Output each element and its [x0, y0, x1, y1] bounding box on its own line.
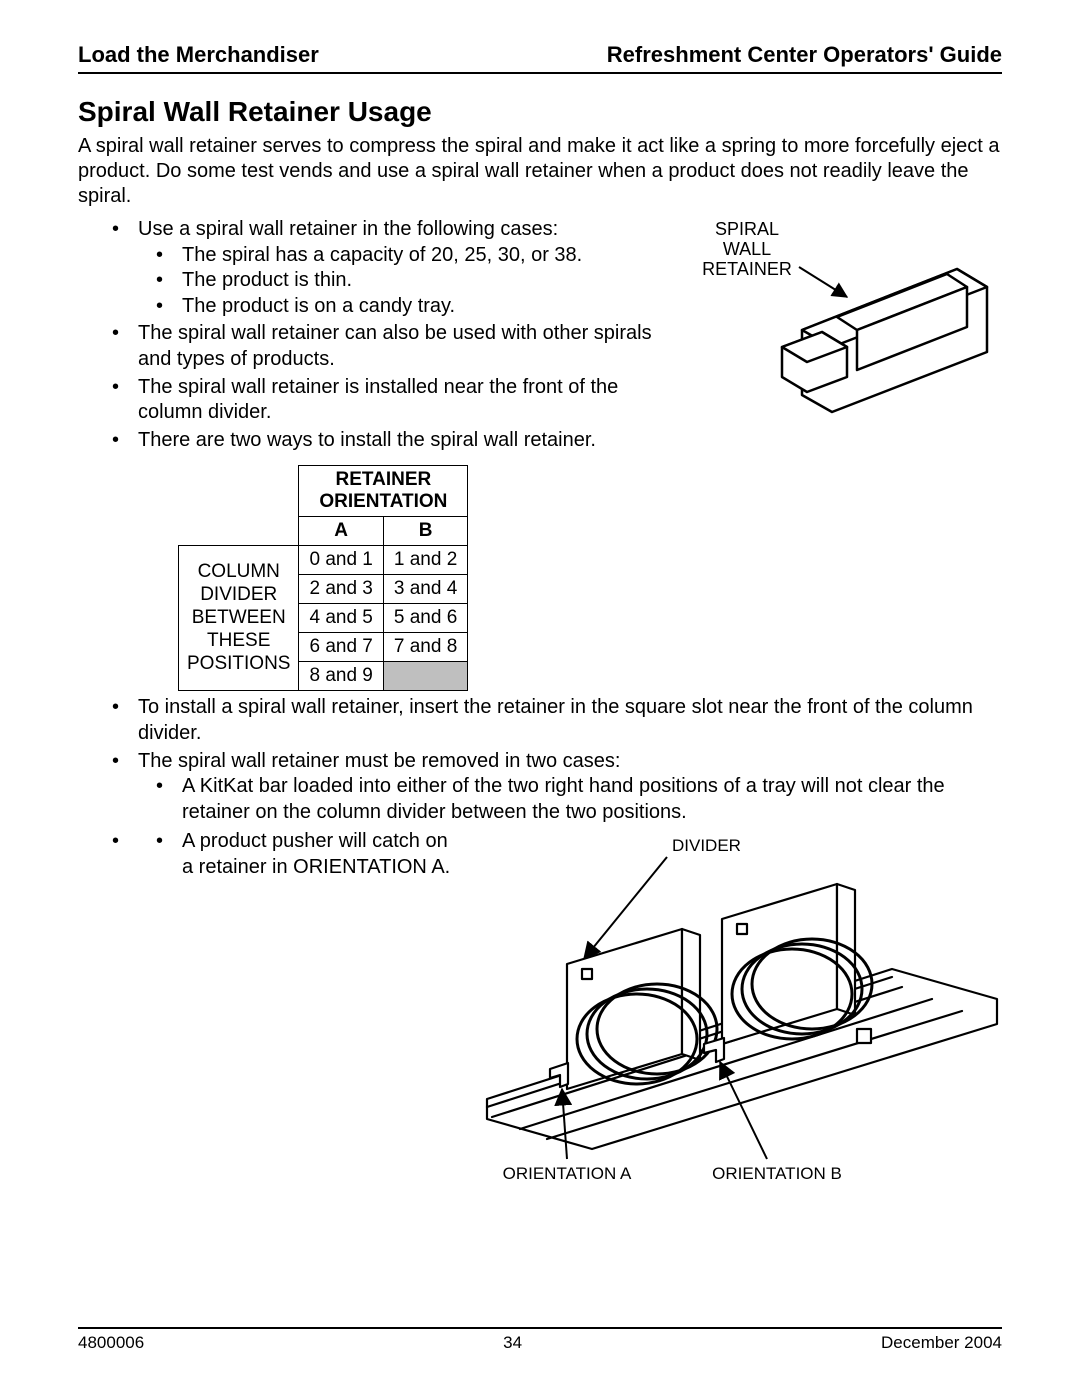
table-cell: 3 and 4	[383, 575, 467, 604]
list-item: The spiral wall retainer can also be use…	[134, 321, 673, 372]
arrow	[799, 267, 847, 297]
col-header: B	[383, 517, 467, 546]
label-line: RETAINER	[702, 259, 792, 279]
footer-center: 34	[503, 1333, 522, 1353]
table-title: RETAINER ORIENTATION	[299, 466, 468, 517]
list-item: The product is on a candy tray.	[178, 294, 673, 320]
list-item: A product pusher will catch on a retaine…	[178, 829, 472, 880]
col-header: A	[299, 517, 383, 546]
list-item: A KitKat bar loaded into either of the t…	[178, 774, 1002, 825]
row-label-line: POSITIONS	[187, 653, 290, 674]
section-title: Spiral Wall Retainer Usage	[78, 96, 1002, 128]
page-footer: 4800006 34 December 2004	[78, 1327, 1002, 1353]
list-item: The product is thin.	[178, 268, 673, 294]
list-item: There are two ways to install the spiral…	[134, 428, 673, 454]
label-orientation-b: ORIENTATION B	[712, 1164, 842, 1183]
list-item: To install a spiral wall retainer, inser…	[134, 695, 1002, 746]
list-item: The spiral wall retainer is installed ne…	[134, 375, 673, 426]
orientation-illustration: DIVIDER	[472, 829, 1002, 1189]
label-divider: DIVIDER	[672, 836, 741, 855]
table-cell: 4 and 5	[299, 604, 383, 633]
list-text: The spiral wall retainer must be removed…	[138, 750, 620, 772]
table-cell: 8 and 9	[299, 662, 383, 691]
table-cell: 5 and 6	[383, 604, 467, 633]
table-title-line: RETAINER	[336, 469, 432, 490]
table-cell: 7 and 8	[383, 633, 467, 662]
retainer-shape	[782, 269, 987, 412]
footer-left: 4800006	[78, 1333, 144, 1353]
table-cell: 1 and 2	[383, 546, 467, 575]
content-row-1: Use a spiral wall retainer in the follow…	[78, 217, 1002, 455]
table-cell: 0 and 1	[299, 546, 383, 575]
label-line: SPIRAL	[715, 219, 779, 239]
header-left: Load the Merchandiser	[78, 42, 319, 68]
row-label-line: COLUMN	[198, 561, 280, 582]
bullet-list-1: Use a spiral wall retainer in the follow…	[78, 217, 673, 455]
row-header: COLUMN DIVIDER BETWEEN THESE POSITIONS	[179, 546, 299, 691]
figure-spiral-retainer: SPIRAL WALL RETAINER	[687, 217, 1002, 422]
row-label-line: DIVIDER	[200, 584, 277, 605]
bullet-list-2: To install a spiral wall retainer, inser…	[78, 695, 1002, 825]
table-title-line: ORIENTATION	[319, 491, 447, 512]
retainer-orientation-table: RETAINER ORIENTATION A B COLUMN DIVIDER …	[178, 465, 468, 691]
page-header: Load the Merchandiser Refreshment Center…	[78, 42, 1002, 74]
page: Load the Merchandiser Refreshment Center…	[0, 0, 1080, 1397]
list-item: The spiral has a capacity of 20, 25, 30,…	[178, 243, 673, 269]
list-text: Use a spiral wall retainer in the follow…	[138, 218, 558, 240]
list2-col: A product pusher will catch on a retaine…	[78, 829, 472, 882]
list-item: Use a spiral wall retainer in the follow…	[134, 217, 673, 319]
retainer-table-wrap: RETAINER ORIENTATION A B COLUMN DIVIDER …	[178, 465, 1002, 691]
row-label-line: THESE	[207, 630, 270, 651]
table-cell-empty	[383, 662, 467, 691]
list-item: The spiral wall retainer must be removed…	[134, 749, 1002, 826]
table-cell: 6 and 7	[299, 633, 383, 662]
footer-right: December 2004	[881, 1333, 1002, 1353]
header-right: Refreshment Center Operators' Guide	[607, 42, 1002, 68]
figure-orientation: DIVIDER	[472, 829, 1002, 1194]
table-cell: 2 and 3	[299, 575, 383, 604]
content-row-2: A product pusher will catch on a retaine…	[78, 829, 1002, 1194]
retainer-illustration: SPIRAL WALL RETAINER	[687, 217, 1002, 417]
row-label-line: BETWEEN	[192, 607, 286, 628]
intro-paragraph: A spiral wall retainer serves to compres…	[78, 134, 1002, 209]
label-orientation-a: ORIENTATION A	[503, 1164, 632, 1183]
label-line: WALL	[723, 239, 771, 259]
list-item-wrap: A product pusher will catch on a retaine…	[134, 829, 472, 880]
